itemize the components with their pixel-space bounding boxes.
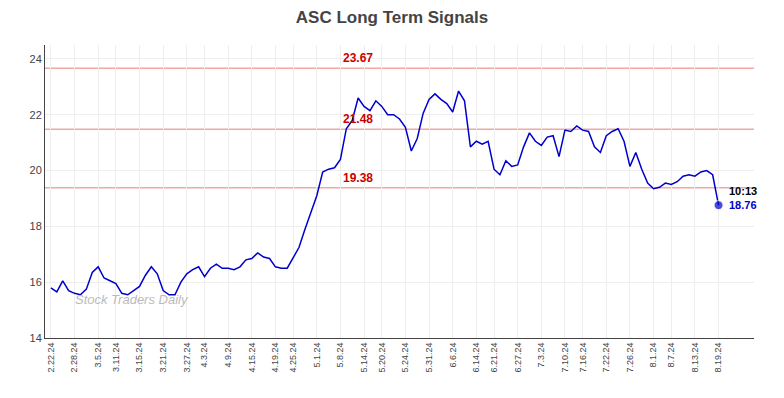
svg-text:Stock Traders Daily: Stock Traders Daily xyxy=(75,292,189,307)
svg-text:19.38: 19.38 xyxy=(343,171,373,185)
svg-text:16: 16 xyxy=(30,276,42,288)
svg-text:7.26.24: 7.26.24 xyxy=(625,343,635,373)
svg-text:10:13: 10:13 xyxy=(729,185,757,197)
svg-text:7.3.24: 7.3.24 xyxy=(536,343,546,368)
svg-text:24: 24 xyxy=(30,53,42,65)
svg-text:4.15.24: 4.15.24 xyxy=(247,343,257,373)
svg-text:6.21.24: 6.21.24 xyxy=(489,343,499,373)
svg-text:6.6.24: 6.6.24 xyxy=(448,343,458,368)
svg-text:7.22.24: 7.22.24 xyxy=(601,343,611,373)
svg-text:18.76: 18.76 xyxy=(729,199,757,211)
svg-text:5.8.24: 5.8.24 xyxy=(335,343,345,368)
svg-text:7.10.24: 7.10.24 xyxy=(560,343,570,373)
svg-text:3.27.24: 3.27.24 xyxy=(182,343,192,373)
svg-text:6.14.24: 6.14.24 xyxy=(471,343,481,373)
svg-text:5.31.24: 5.31.24 xyxy=(424,343,434,373)
svg-text:3.21.24: 3.21.24 xyxy=(158,343,168,373)
svg-text:8.7.24: 8.7.24 xyxy=(666,343,676,368)
svg-text:2.28.24: 2.28.24 xyxy=(69,343,79,373)
svg-text:22: 22 xyxy=(30,109,42,121)
svg-text:5.20.24: 5.20.24 xyxy=(377,343,387,373)
svg-text:8.1.24: 8.1.24 xyxy=(648,343,658,368)
svg-text:5.24.24: 5.24.24 xyxy=(400,343,410,373)
svg-text:3.11.24: 3.11.24 xyxy=(111,343,121,372)
svg-text:5.1.24: 5.1.24 xyxy=(312,343,322,368)
svg-text:ASC Long Term Signals: ASC Long Term Signals xyxy=(296,8,488,27)
svg-text:6.27.24: 6.27.24 xyxy=(513,343,523,373)
svg-text:20: 20 xyxy=(30,164,42,176)
svg-text:4.19.24: 4.19.24 xyxy=(270,343,280,373)
svg-text:3.15.24: 3.15.24 xyxy=(134,343,144,373)
svg-text:18: 18 xyxy=(30,220,42,232)
svg-text:14: 14 xyxy=(30,332,42,344)
svg-text:4.25.24: 4.25.24 xyxy=(288,343,298,373)
svg-text:8.19.24: 8.19.24 xyxy=(713,343,723,373)
svg-text:7.16.24: 7.16.24 xyxy=(578,343,588,373)
svg-text:5.14.24: 5.14.24 xyxy=(359,343,369,373)
svg-text:3.5.24: 3.5.24 xyxy=(93,343,103,368)
svg-text:4.3.24: 4.3.24 xyxy=(199,343,209,368)
svg-text:4.9.24: 4.9.24 xyxy=(223,343,233,368)
svg-text:8.13.24: 8.13.24 xyxy=(690,343,700,373)
svg-text:2.22.24: 2.22.24 xyxy=(46,343,56,373)
svg-text:23.67: 23.67 xyxy=(343,51,373,65)
svg-text:21.48: 21.48 xyxy=(343,112,373,126)
